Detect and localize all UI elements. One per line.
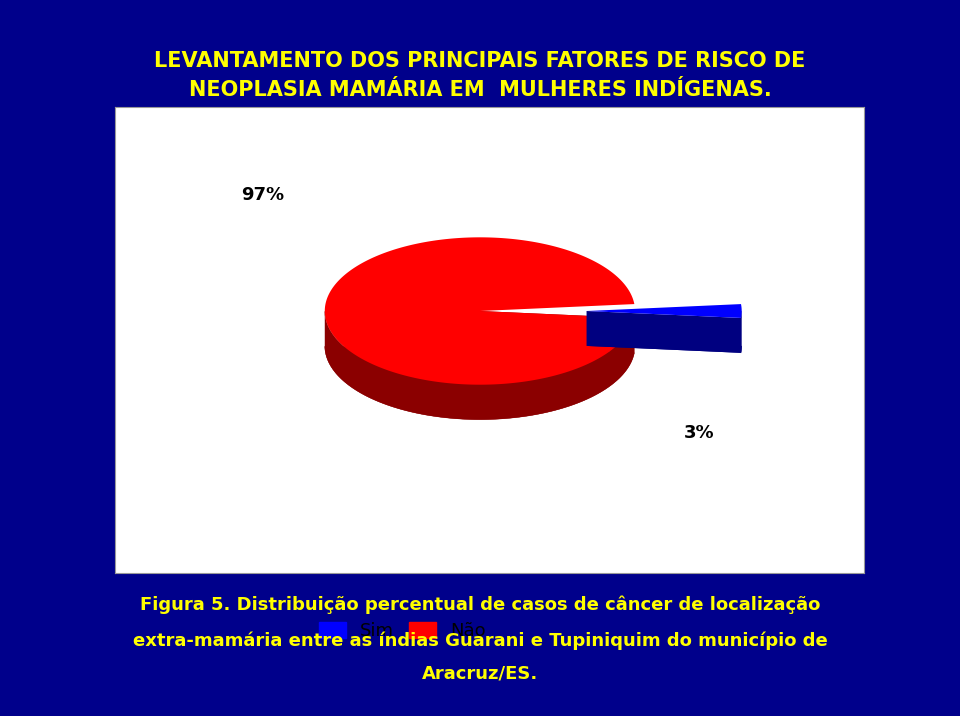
Text: Figura 5. Distribuição percentual de casos de câncer de localização: Figura 5. Distribuição percentual de cas… xyxy=(140,596,820,614)
Polygon shape xyxy=(587,304,742,318)
Polygon shape xyxy=(480,311,635,353)
Text: LEVANTAMENTO DOS PRINCIPAIS FATORES DE RISCO DE: LEVANTAMENTO DOS PRINCIPAIS FATORES DE R… xyxy=(155,51,805,71)
Polygon shape xyxy=(324,346,635,420)
Polygon shape xyxy=(587,311,741,353)
Legend: Sim, Não: Sim, Não xyxy=(312,615,493,647)
Polygon shape xyxy=(324,237,635,384)
Polygon shape xyxy=(587,346,742,353)
Text: 97%: 97% xyxy=(241,185,284,203)
Text: extra-mamária entre as índias Guarani e Tupiniquim do município de: extra-mamária entre as índias Guarani e … xyxy=(132,632,828,650)
Text: 3%: 3% xyxy=(684,424,714,442)
Text: Aracruz/ES.: Aracruz/ES. xyxy=(421,664,539,682)
Polygon shape xyxy=(324,311,635,420)
Text: NEOPLASIA MAMÁRIA EM  MULHERES INDÍGENAS.: NEOPLASIA MAMÁRIA EM MULHERES INDÍGENAS. xyxy=(188,79,772,100)
